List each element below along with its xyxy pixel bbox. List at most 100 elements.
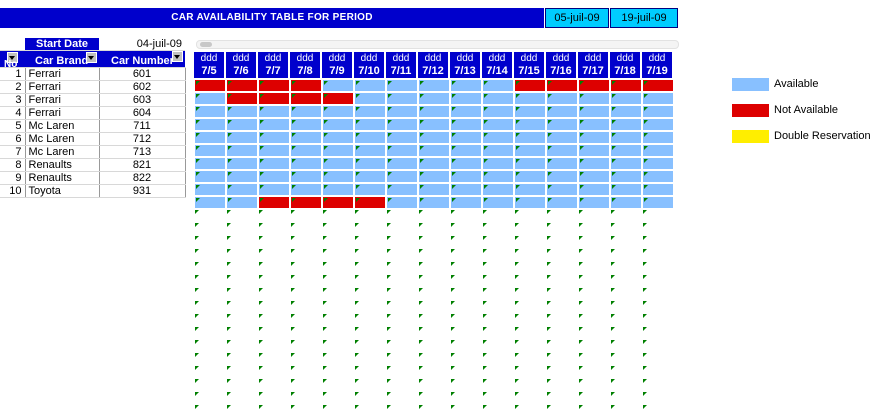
availability-cell[interactable] [418, 157, 450, 170]
availability-cell[interactable] [610, 105, 642, 118]
availability-cell[interactable] [226, 170, 258, 183]
availability-cell[interactable] [194, 183, 226, 196]
availability-cell[interactable] [322, 183, 354, 196]
availability-cell[interactable] [194, 118, 226, 131]
availability-cell[interactable] [514, 105, 546, 118]
availability-cell[interactable] [194, 79, 226, 92]
availability-cell[interactable] [258, 105, 290, 118]
availability-cell[interactable] [354, 92, 386, 105]
availability-cell[interactable] [194, 92, 226, 105]
availability-cell[interactable] [354, 105, 386, 118]
availability-cell[interactable] [514, 196, 546, 209]
availability-cell[interactable] [578, 170, 610, 183]
availability-cell[interactable] [290, 131, 322, 144]
availability-cell[interactable] [290, 157, 322, 170]
availability-cell[interactable] [546, 92, 578, 105]
availability-cell[interactable] [386, 131, 418, 144]
availability-cell[interactable] [386, 157, 418, 170]
availability-cell[interactable] [578, 92, 610, 105]
availability-cell[interactable] [386, 183, 418, 196]
availability-cell[interactable] [322, 92, 354, 105]
availability-cell[interactable] [418, 183, 450, 196]
availability-cell[interactable] [514, 183, 546, 196]
availability-cell[interactable] [546, 157, 578, 170]
availability-cell[interactable] [642, 105, 674, 118]
availability-cell[interactable] [450, 196, 482, 209]
availability-cell[interactable] [642, 196, 674, 209]
availability-cell[interactable] [578, 144, 610, 157]
availability-cell[interactable] [194, 131, 226, 144]
availability-cell[interactable] [386, 170, 418, 183]
availability-cell[interactable] [290, 196, 322, 209]
availability-cell[interactable] [354, 131, 386, 144]
table-row[interactable]: 6 Mc Laren 712 [0, 132, 186, 146]
table-row[interactable]: 2 Ferrari 602 [0, 80, 186, 94]
availability-cell[interactable] [258, 79, 290, 92]
availability-cell[interactable] [322, 157, 354, 170]
availability-cell[interactable] [610, 144, 642, 157]
availability-cell[interactable] [258, 118, 290, 131]
availability-cell[interactable] [482, 131, 514, 144]
table-row[interactable]: 7 Mc Laren 713 [0, 145, 186, 159]
brand-filter-icon[interactable] [86, 52, 97, 63]
availability-cell[interactable] [514, 79, 546, 92]
availability-cell[interactable] [482, 170, 514, 183]
availability-cell[interactable] [418, 92, 450, 105]
availability-cell[interactable] [418, 118, 450, 131]
availability-cell[interactable] [514, 144, 546, 157]
availability-cell[interactable] [450, 118, 482, 131]
availability-cell[interactable] [290, 170, 322, 183]
table-row[interactable]: 1 Ferrari 601 [0, 67, 186, 81]
availability-cell[interactable] [258, 144, 290, 157]
availability-cell[interactable] [450, 157, 482, 170]
availability-cell[interactable] [482, 183, 514, 196]
availability-cell[interactable] [226, 92, 258, 105]
table-row[interactable]: 4 Ferrari 604 [0, 106, 186, 120]
period-start-date[interactable]: 05-juil-09 [545, 8, 609, 28]
availability-cell[interactable] [642, 170, 674, 183]
availability-cell[interactable] [642, 157, 674, 170]
availability-cell[interactable] [578, 105, 610, 118]
availability-cell[interactable] [450, 170, 482, 183]
availability-cell[interactable] [290, 144, 322, 157]
availability-cell[interactable] [226, 105, 258, 118]
availability-cell[interactable] [322, 144, 354, 157]
availability-cell[interactable] [418, 105, 450, 118]
availability-cell[interactable] [610, 118, 642, 131]
availability-cell[interactable] [322, 196, 354, 209]
availability-cell[interactable] [450, 144, 482, 157]
availability-cell[interactable] [610, 170, 642, 183]
availability-cell[interactable] [258, 196, 290, 209]
availability-cell[interactable] [354, 157, 386, 170]
availability-cell[interactable] [322, 79, 354, 92]
availability-cell[interactable] [578, 196, 610, 209]
availability-cell[interactable] [578, 183, 610, 196]
availability-cell[interactable] [546, 170, 578, 183]
availability-cell[interactable] [354, 79, 386, 92]
number-filter-icon[interactable] [172, 51, 183, 62]
availability-cell[interactable] [386, 118, 418, 131]
availability-cell[interactable] [482, 196, 514, 209]
scroll-thumb[interactable] [200, 42, 212, 47]
availability-cell[interactable] [258, 92, 290, 105]
availability-cell[interactable] [386, 79, 418, 92]
availability-cell[interactable] [546, 105, 578, 118]
availability-cell[interactable] [450, 92, 482, 105]
availability-cell[interactable] [642, 183, 674, 196]
availability-cell[interactable] [514, 118, 546, 131]
table-row[interactable]: 8 Renaults 821 [0, 158, 186, 172]
horizontal-scrollbar[interactable] [196, 40, 679, 49]
availability-cell[interactable] [546, 131, 578, 144]
table-row[interactable]: 9 Renaults 822 [0, 171, 186, 185]
availability-cell[interactable] [546, 196, 578, 209]
availability-cell[interactable] [514, 131, 546, 144]
availability-cell[interactable] [450, 131, 482, 144]
availability-cell[interactable] [258, 170, 290, 183]
availability-cell[interactable] [194, 105, 226, 118]
availability-cell[interactable] [226, 157, 258, 170]
availability-cell[interactable] [482, 105, 514, 118]
availability-cell[interactable] [642, 79, 674, 92]
availability-cell[interactable] [290, 105, 322, 118]
availability-cell[interactable] [418, 144, 450, 157]
availability-cell[interactable] [322, 105, 354, 118]
